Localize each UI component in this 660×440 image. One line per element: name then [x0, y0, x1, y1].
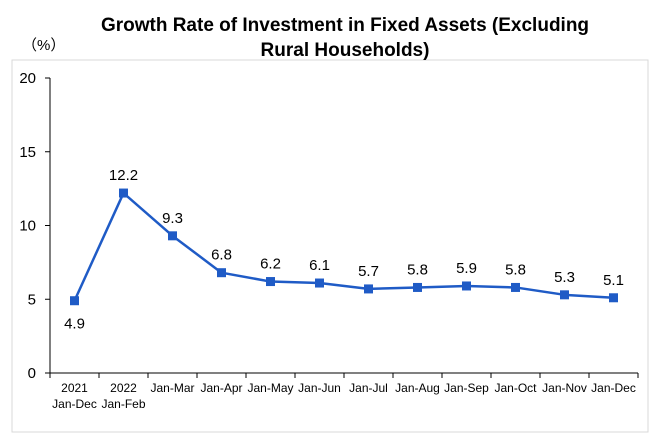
data-point-marker — [70, 296, 79, 306]
data-point-marker — [217, 268, 226, 278]
data-point-marker — [168, 231, 177, 241]
x-tick-label: Jan-Jul — [349, 381, 388, 395]
data-label: 5.1 — [603, 272, 624, 289]
x-tick-label: Jan-Nov — [542, 381, 587, 395]
y-tick-label: 15 — [19, 144, 36, 161]
data-point-marker — [609, 293, 618, 303]
x-tick-label: 2021 — [61, 381, 88, 395]
data-label: 6.8 — [211, 247, 232, 264]
data-label: 5.7 — [358, 263, 379, 280]
data-label: 6.2 — [260, 256, 281, 273]
data-label: 5.8 — [407, 261, 428, 278]
data-label: 9.3 — [162, 210, 183, 227]
labels-layer: 4.9 12.2 9.3 6.8 6.2 6.1 5.7 5.8 5.9 5.8 5.3 5.1 — [64, 167, 624, 333]
series-line — [73, 191, 614, 302]
series-layer — [70, 188, 618, 306]
y-tick-label: 0 — [28, 365, 36, 382]
data-label: 6.1 — [309, 257, 330, 274]
x-tick-label: 2022 — [110, 381, 137, 395]
data-point-marker — [511, 282, 520, 292]
y-unit-label: （%） — [22, 37, 65, 54]
chart-title-line-1: Growth Rate of Investment in Fixed Asset… — [101, 15, 589, 36]
x-tick-label: Jan-Feb — [101, 397, 145, 411]
y-tick-label: 10 — [19, 218, 36, 235]
x-tick-label: Jan-Oct — [494, 381, 537, 395]
data-label: 5.8 — [505, 261, 526, 278]
data-label: 5.9 — [456, 260, 477, 277]
data-point-marker — [266, 277, 275, 287]
data-point-marker — [119, 188, 128, 198]
x-tick-label: Jan-Dec — [591, 381, 636, 395]
chart-title-line-2: Rural Households) — [261, 40, 430, 61]
data-label: 12.2 — [109, 167, 138, 184]
x-tick-label: Jan-Jun — [298, 381, 341, 395]
data-point-marker — [364, 284, 373, 294]
data-label: 5.3 — [554, 269, 575, 286]
data-point-marker — [315, 278, 324, 288]
y-tick-label: 5 — [28, 291, 36, 308]
data-point-marker — [462, 281, 471, 291]
x-tick-label: Jan-Apr — [200, 381, 242, 395]
x-tick-label: Jan-Dec — [52, 397, 97, 411]
axes: 0 5 10 15 20 2021 Jan-Dec 2022 Jan-Feb Jan-Mar Jan… — [19, 70, 639, 411]
x-tick-label: Jan-Aug — [395, 381, 440, 395]
data-point-marker — [413, 282, 422, 292]
data-label: 4.9 — [64, 316, 85, 333]
x-tick-label: Jan-Sep — [444, 381, 489, 395]
x-tick-label: Jan-May — [247, 381, 293, 395]
chart-frame — [11, 59, 649, 433]
y-tick-label: 20 — [19, 70, 36, 87]
x-tick-label: Jan-Mar — [150, 381, 194, 395]
data-point-marker — [560, 290, 569, 300]
